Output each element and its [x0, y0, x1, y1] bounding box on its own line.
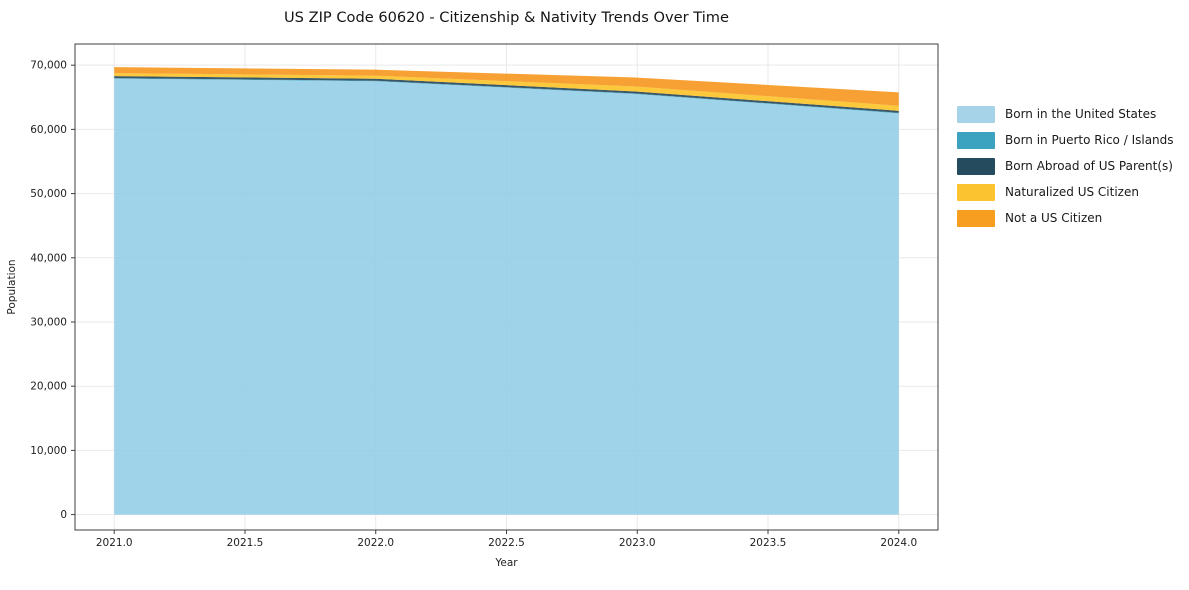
legend-item: Not a US Citizen — [957, 210, 1174, 227]
chart-title: US ZIP Code 60620 - Citizenship & Nativi… — [284, 9, 729, 26]
svg-text:70,000: 70,000 — [30, 60, 67, 72]
legend-label: Born in the United States — [1005, 107, 1157, 121]
svg-text:50,000: 50,000 — [30, 188, 67, 200]
svg-text:2022.5: 2022.5 — [488, 537, 525, 549]
area-series — [114, 67, 899, 106]
svg-text:10,000: 10,000 — [30, 445, 67, 457]
legend-swatch-icon — [957, 158, 995, 175]
tick-labels: 2021.0 2021.5 2022.0 2022.5 2023.0 2023.5 2024… — [30, 60, 917, 549]
svg-text:2023.5: 2023.5 — [750, 537, 787, 549]
legend-label: Born in Puerto Rico / Islands — [1005, 133, 1174, 147]
svg-text:2022.0: 2022.0 — [357, 537, 394, 549]
area-series — [114, 78, 899, 515]
area-series — [114, 73, 899, 111]
svg-text:30,000: 30,000 — [30, 316, 67, 328]
axis-ticks — [71, 64, 900, 534]
legend-label: Naturalized US Citizen — [1005, 185, 1139, 199]
legend-label: Born Abroad of US Parent(s) — [1005, 159, 1173, 173]
svg-text:0: 0 — [60, 509, 67, 521]
legend-swatch-icon — [957, 210, 995, 227]
legend-label: Not a US Citizen — [1005, 211, 1103, 225]
legend-item: Born in Puerto Rico / Islands — [957, 132, 1174, 149]
legend-swatch-icon — [957, 184, 995, 201]
legend-item: Born Abroad of US Parent(s) — [957, 158, 1174, 175]
svg-text:2021.0: 2021.0 — [96, 537, 133, 549]
legend-swatch-icon — [957, 132, 995, 149]
stacked-areas — [114, 67, 899, 515]
svg-text:60,000: 60,000 — [30, 124, 67, 136]
legend-swatch-icon — [957, 106, 995, 123]
svg-text:2023.0: 2023.0 — [619, 537, 656, 549]
svg-text:20,000: 20,000 — [30, 381, 67, 393]
legend-item: Born in the United States — [957, 106, 1174, 123]
legend-item: Naturalized US Citizen — [957, 184, 1174, 201]
svg-text:2024.0: 2024.0 — [880, 537, 917, 549]
y-axis-label: Population — [6, 259, 18, 314]
svg-text:2021.5: 2021.5 — [227, 537, 264, 549]
legend: Born in the United States Born in Puerto… — [957, 106, 1174, 227]
x-axis-label: Year — [494, 557, 518, 569]
svg-text:40,000: 40,000 — [30, 252, 67, 264]
